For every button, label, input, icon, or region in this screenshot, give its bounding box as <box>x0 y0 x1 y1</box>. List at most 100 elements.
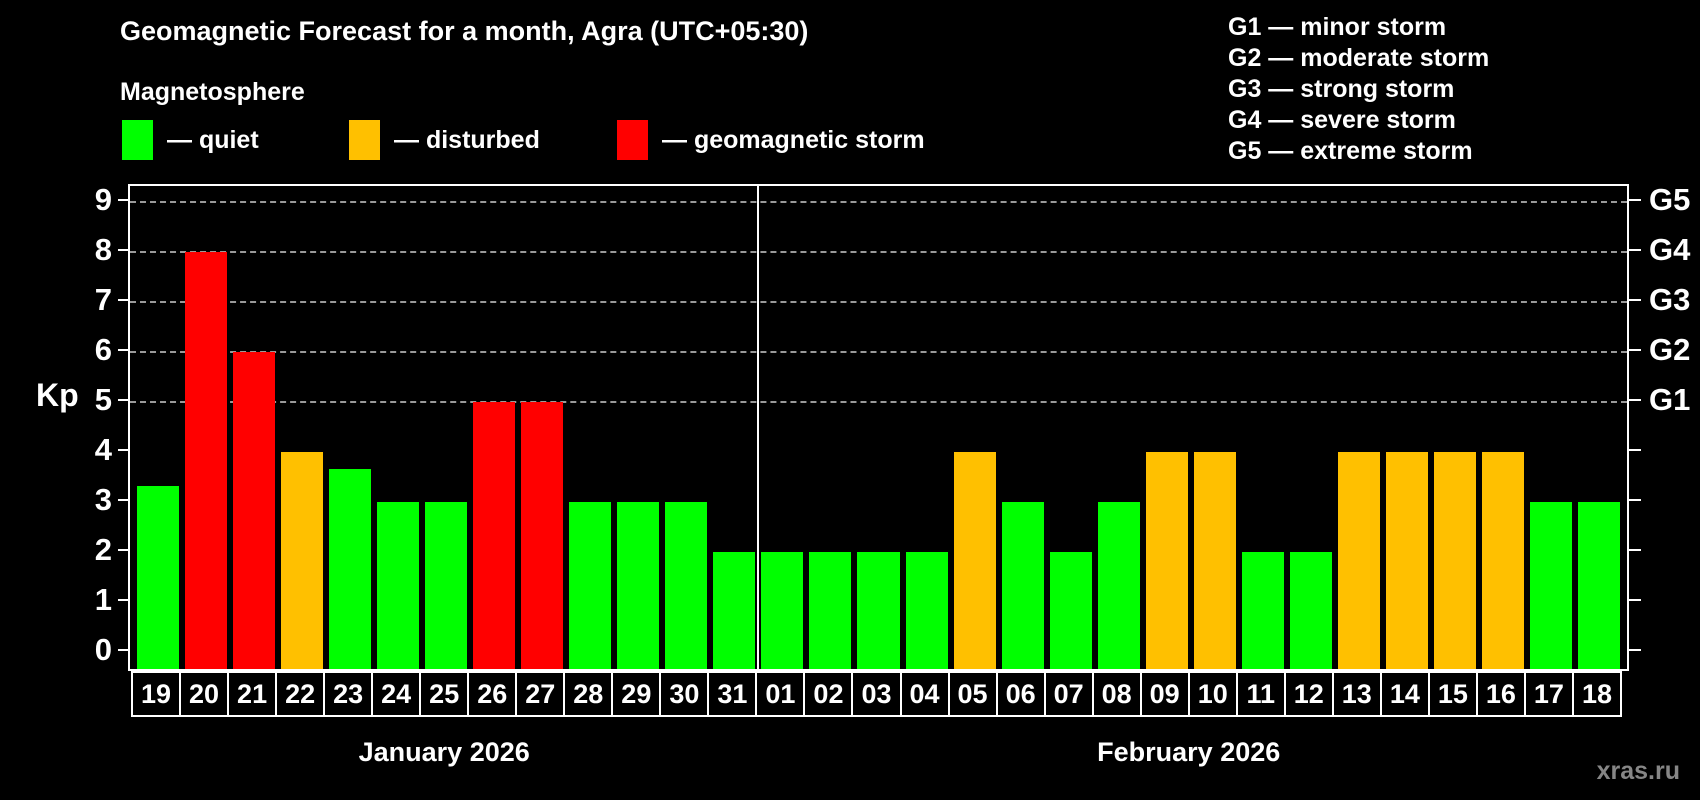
day-label-12: 12 <box>1283 671 1334 717</box>
day-label-11: 11 <box>1235 671 1286 717</box>
quiet-swatch <box>122 120 153 160</box>
day-label-10: 10 <box>1187 671 1238 717</box>
y-tick-left-4 <box>118 449 128 451</box>
g-legend-row-2: G2 — moderate storm <box>1228 44 1490 72</box>
g-legend-row-5: G5 — extreme storm <box>1228 137 1473 165</box>
day-label-05: 05 <box>947 671 998 717</box>
y-tick-left-2 <box>118 549 128 551</box>
bar-day-07 <box>1049 552 1092 669</box>
y-tick-label-8: 8 <box>94 232 112 267</box>
day-label-18: 18 <box>1571 671 1622 717</box>
chart-subtitle: Magnetosphere <box>120 78 305 106</box>
bar-day-31 <box>713 552 756 669</box>
day-label-27: 27 <box>515 671 566 717</box>
kp-gridline-9 <box>130 201 1627 203</box>
y-tick-label-7: 7 <box>94 282 112 317</box>
g-axis-label-g2: G2 <box>1649 332 1691 367</box>
chart-title: Geomagnetic Forecast for a month, Agra (… <box>120 16 809 46</box>
bar-day-30 <box>665 502 708 669</box>
y-tick-left-7 <box>118 299 128 301</box>
bar-day-04 <box>905 552 948 669</box>
plot-area <box>128 184 1629 671</box>
legend-label-disturbed: — disturbed <box>394 125 540 154</box>
y-tick-right-0 <box>1629 649 1641 651</box>
bar-day-06 <box>1001 502 1044 669</box>
bar-day-26 <box>473 402 516 669</box>
y-tick-label-1: 1 <box>94 582 112 617</box>
legend-item-storm: — geomagnetic storm <box>617 118 925 162</box>
g-legend-row-1: G1 — minor storm <box>1228 13 1447 41</box>
day-label-08: 08 <box>1091 671 1142 717</box>
y-tick-right-3 <box>1629 499 1641 501</box>
month-label-0: January 2026 <box>358 737 530 767</box>
day-label-28: 28 <box>563 671 614 717</box>
bar-day-13 <box>1337 452 1380 669</box>
bar-day-19 <box>137 485 180 669</box>
y-tick-left-5 <box>118 399 128 401</box>
day-label-25: 25 <box>419 671 470 717</box>
day-label-24: 24 <box>371 671 422 717</box>
day-label-09: 09 <box>1139 671 1190 717</box>
g-legend-row-3: G3 — strong storm <box>1228 75 1455 103</box>
bar-day-21 <box>233 352 276 669</box>
day-label-03: 03 <box>851 671 902 717</box>
bar-day-27 <box>521 402 564 669</box>
bar-day-01 <box>761 552 804 669</box>
g-legend-row-4: G4 — severe storm <box>1228 106 1456 134</box>
day-label-06: 06 <box>995 671 1046 717</box>
g-axis-label-g1: G1 <box>1649 382 1691 417</box>
y-tick-right-8 <box>1629 249 1641 251</box>
y-tick-right-5 <box>1629 399 1641 401</box>
day-label-15: 15 <box>1427 671 1478 717</box>
day-label-21: 21 <box>227 671 278 717</box>
y-tick-left-1 <box>118 599 128 601</box>
bar-day-12 <box>1289 552 1332 669</box>
watermark: xras.ru <box>1596 757 1680 785</box>
legend-label-storm: — geomagnetic storm <box>662 125 925 154</box>
day-label-20: 20 <box>179 671 230 717</box>
bar-day-18 <box>1577 502 1620 669</box>
y-tick-label-9: 9 <box>94 182 112 217</box>
y-tick-right-4 <box>1629 449 1641 451</box>
day-label-17: 17 <box>1523 671 1574 717</box>
day-label-22: 22 <box>275 671 326 717</box>
kp-gridline-6 <box>130 351 1627 353</box>
y-tick-left-0 <box>118 649 128 651</box>
y-tick-right-6 <box>1629 349 1641 351</box>
y-tick-right-1 <box>1629 599 1641 601</box>
bar-day-02 <box>809 552 852 669</box>
bar-day-29 <box>617 502 660 669</box>
y-tick-left-8 <box>118 249 128 251</box>
day-label-01: 01 <box>755 671 806 717</box>
bar-day-09 <box>1145 452 1188 669</box>
bar-day-25 <box>425 502 468 669</box>
day-label-02: 02 <box>803 671 854 717</box>
kp-gridline-5 <box>130 401 1627 403</box>
storm-swatch <box>617 120 648 160</box>
day-label-16: 16 <box>1475 671 1526 717</box>
bar-day-28 <box>569 502 612 669</box>
bar-day-03 <box>857 552 900 669</box>
bar-day-14 <box>1385 452 1428 669</box>
g-axis-label-g4: G4 <box>1649 232 1691 267</box>
bar-day-20 <box>185 252 228 669</box>
legend-item-quiet: — quiet <box>122 118 259 162</box>
day-label-04: 04 <box>899 671 950 717</box>
day-label-23: 23 <box>323 671 374 717</box>
y-tick-label-5: 5 <box>94 382 112 417</box>
bar-day-17 <box>1529 502 1572 669</box>
bar-day-11 <box>1241 552 1284 669</box>
y-tick-label-2: 2 <box>94 532 112 567</box>
month-label-1: February 2026 <box>1097 737 1281 767</box>
legend-label-quiet: — quiet <box>167 125 259 154</box>
day-label-07: 07 <box>1043 671 1094 717</box>
day-label-31: 31 <box>707 671 758 717</box>
y-tick-left-3 <box>118 499 128 501</box>
day-label-26: 26 <box>467 671 518 717</box>
bar-day-23 <box>329 468 372 669</box>
month-separator <box>757 186 760 669</box>
kp-gridline-8 <box>130 251 1627 253</box>
day-label-30: 30 <box>659 671 710 717</box>
day-label-13: 13 <box>1331 671 1382 717</box>
